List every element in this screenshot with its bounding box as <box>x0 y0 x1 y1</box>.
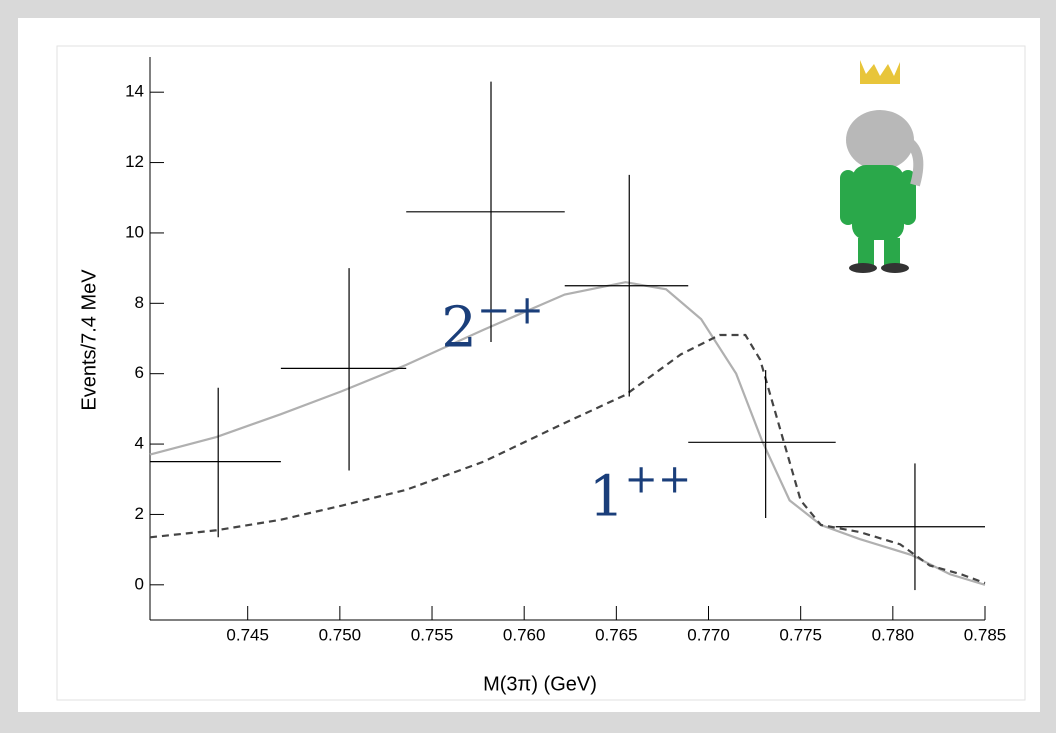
curve <box>149 333 986 585</box>
annotation-superscript: −+ <box>477 287 544 333</box>
y-axis-label: Events/7.4 MeV <box>78 269 100 411</box>
x-tick-label: 0.745 <box>226 625 269 644</box>
x-tick-label: 0.755 <box>411 625 454 644</box>
annotation-text: 1 <box>589 464 625 529</box>
y-tick-label: 4 <box>135 434 144 453</box>
annotation: 1++ <box>589 456 692 529</box>
x-tick-label: 0.780 <box>872 625 915 644</box>
x-tick-label: 0.750 <box>319 625 362 644</box>
annotation-text: 2 <box>441 295 477 360</box>
y-tick-label: 12 <box>125 152 144 171</box>
x-tick-label: 0.760 <box>503 625 546 644</box>
mascot <box>840 60 924 273</box>
x-axis-label: M(3π) (GeV) <box>483 673 597 695</box>
y-tick-label: 2 <box>135 504 144 523</box>
x-tick-label: 0.765 <box>595 625 638 644</box>
annotation-superscript: ++ <box>624 456 691 502</box>
x-tick-label: 0.785 <box>964 625 1007 644</box>
panel-border <box>56 45 1026 701</box>
x-tick-label: 0.775 <box>779 625 822 644</box>
y-tick-label: 10 <box>125 222 144 241</box>
y-tick-label: 8 <box>135 293 144 312</box>
y-tick-label: 0 <box>135 574 144 593</box>
curve <box>149 281 986 586</box>
y-tick-label: 6 <box>135 363 144 382</box>
x-tick-label: 0.770 <box>687 625 730 644</box>
y-tick-label: 14 <box>125 82 144 101</box>
annotation: 2−+ <box>441 287 544 360</box>
